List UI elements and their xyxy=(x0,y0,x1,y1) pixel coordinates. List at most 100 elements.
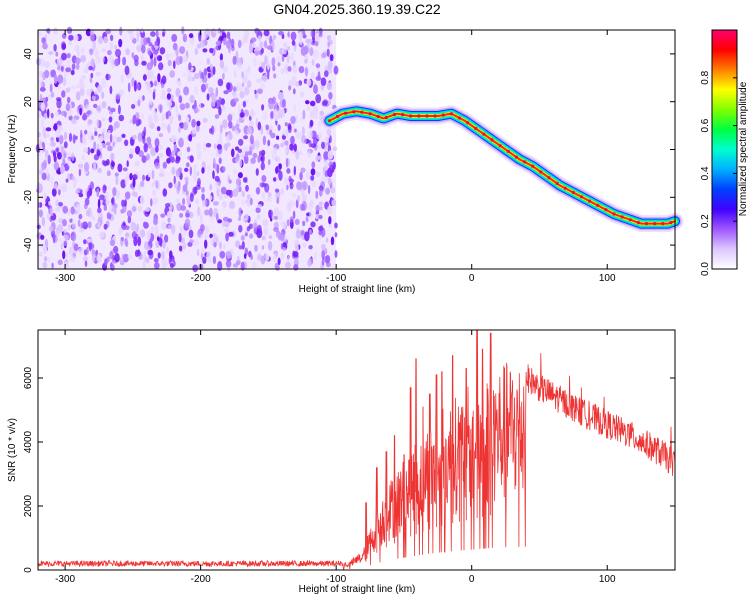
noise-blob xyxy=(282,98,286,109)
noise-blob xyxy=(141,113,144,119)
noise-blob xyxy=(235,81,241,89)
noise-blob xyxy=(289,143,294,151)
noise-blob xyxy=(263,29,270,37)
noise-blob xyxy=(166,124,171,132)
noise-blob xyxy=(113,207,117,215)
noise-blob xyxy=(334,232,338,238)
noise-blob xyxy=(88,65,93,71)
noise-blob xyxy=(107,129,111,135)
noise-blob xyxy=(246,80,252,88)
noise-blob xyxy=(277,91,284,101)
noise-blob xyxy=(219,132,223,141)
noise-blob xyxy=(315,190,319,199)
noise-blob xyxy=(241,241,245,250)
noise-blob xyxy=(227,218,232,223)
noise-blob xyxy=(131,77,135,87)
noise-blob xyxy=(160,122,167,130)
noise-blob xyxy=(89,48,94,56)
noise-blob xyxy=(311,59,315,66)
noise-blob xyxy=(198,103,202,109)
noise-blob xyxy=(141,44,146,54)
noise-blob xyxy=(231,148,235,158)
noise-blob xyxy=(68,34,74,41)
noise-blob xyxy=(118,227,123,234)
noise-blob xyxy=(73,243,79,251)
noise-blob xyxy=(182,197,186,206)
ridge-point xyxy=(327,119,331,123)
noise-blob xyxy=(89,77,93,83)
noise-blob xyxy=(223,243,226,250)
noise-blob xyxy=(165,203,171,208)
noise-blob xyxy=(62,250,66,260)
noise-blob xyxy=(252,222,258,230)
noise-blob xyxy=(127,29,134,34)
noise-blob xyxy=(147,142,152,149)
noise-blob xyxy=(212,170,215,180)
noise-blob xyxy=(71,234,75,240)
noise-blob xyxy=(315,204,320,213)
noise-blob xyxy=(259,150,262,157)
noise-blob xyxy=(267,70,270,80)
noise-blob xyxy=(222,166,226,172)
noise-blob xyxy=(223,37,227,46)
noise-blob xyxy=(325,187,330,195)
noise-blob xyxy=(294,218,300,225)
noise-blob xyxy=(127,254,132,260)
noise-blob xyxy=(260,125,264,135)
noise-blob xyxy=(249,120,255,127)
noise-blob xyxy=(55,97,62,102)
noise-blob xyxy=(160,95,165,100)
ridge-point xyxy=(661,222,665,226)
noise-blob xyxy=(238,224,243,233)
noise-blob xyxy=(241,217,247,222)
noise-blob xyxy=(45,96,49,102)
noise-blob xyxy=(95,71,101,77)
noise-blob xyxy=(162,31,165,37)
noise-blob xyxy=(307,184,311,195)
noise-blob xyxy=(318,33,323,38)
noise-blob xyxy=(264,55,268,65)
noise-blob xyxy=(101,101,107,109)
noise-blob xyxy=(50,112,54,119)
noise-blob xyxy=(71,63,76,70)
noise-blob xyxy=(225,259,232,268)
ridge-point xyxy=(482,132,486,136)
noise-blob xyxy=(293,104,296,113)
noise-blob xyxy=(114,58,120,67)
noise-blob xyxy=(119,260,125,266)
noise-blob xyxy=(235,129,239,136)
noise-blob xyxy=(54,207,58,213)
noise-blob xyxy=(38,138,43,149)
noise-blob xyxy=(261,245,265,250)
noise-blob xyxy=(61,43,67,50)
noise-blob xyxy=(222,119,228,129)
noise-blob xyxy=(89,30,95,35)
noise-blob xyxy=(188,33,194,39)
noise-blob xyxy=(276,196,280,205)
noise-blob xyxy=(63,141,68,149)
noise-blob xyxy=(71,85,76,90)
noise-blob xyxy=(71,152,75,161)
noise-blob xyxy=(179,225,182,231)
ridge-point xyxy=(376,114,380,119)
noise-blob xyxy=(247,126,253,135)
noise-blob xyxy=(241,71,244,79)
noise-blob xyxy=(125,232,130,238)
noise-blob xyxy=(286,168,291,174)
noise-blob xyxy=(60,110,67,116)
noise-blob xyxy=(139,195,145,205)
noise-blob xyxy=(62,219,67,227)
noise-blob xyxy=(77,52,80,57)
noise-blob xyxy=(150,75,157,82)
noise-blob xyxy=(150,198,153,207)
noise-blob xyxy=(37,183,43,193)
noise-blob xyxy=(169,250,173,259)
noise-blob xyxy=(60,145,65,155)
noise-blob xyxy=(212,256,217,264)
noise-blob xyxy=(329,54,334,62)
spectrogram-x-ticks: -300 -200 -100 0 100 xyxy=(55,30,616,284)
noise-blob xyxy=(173,143,178,153)
noise-blob xyxy=(177,184,181,192)
noise-blob xyxy=(273,227,279,232)
